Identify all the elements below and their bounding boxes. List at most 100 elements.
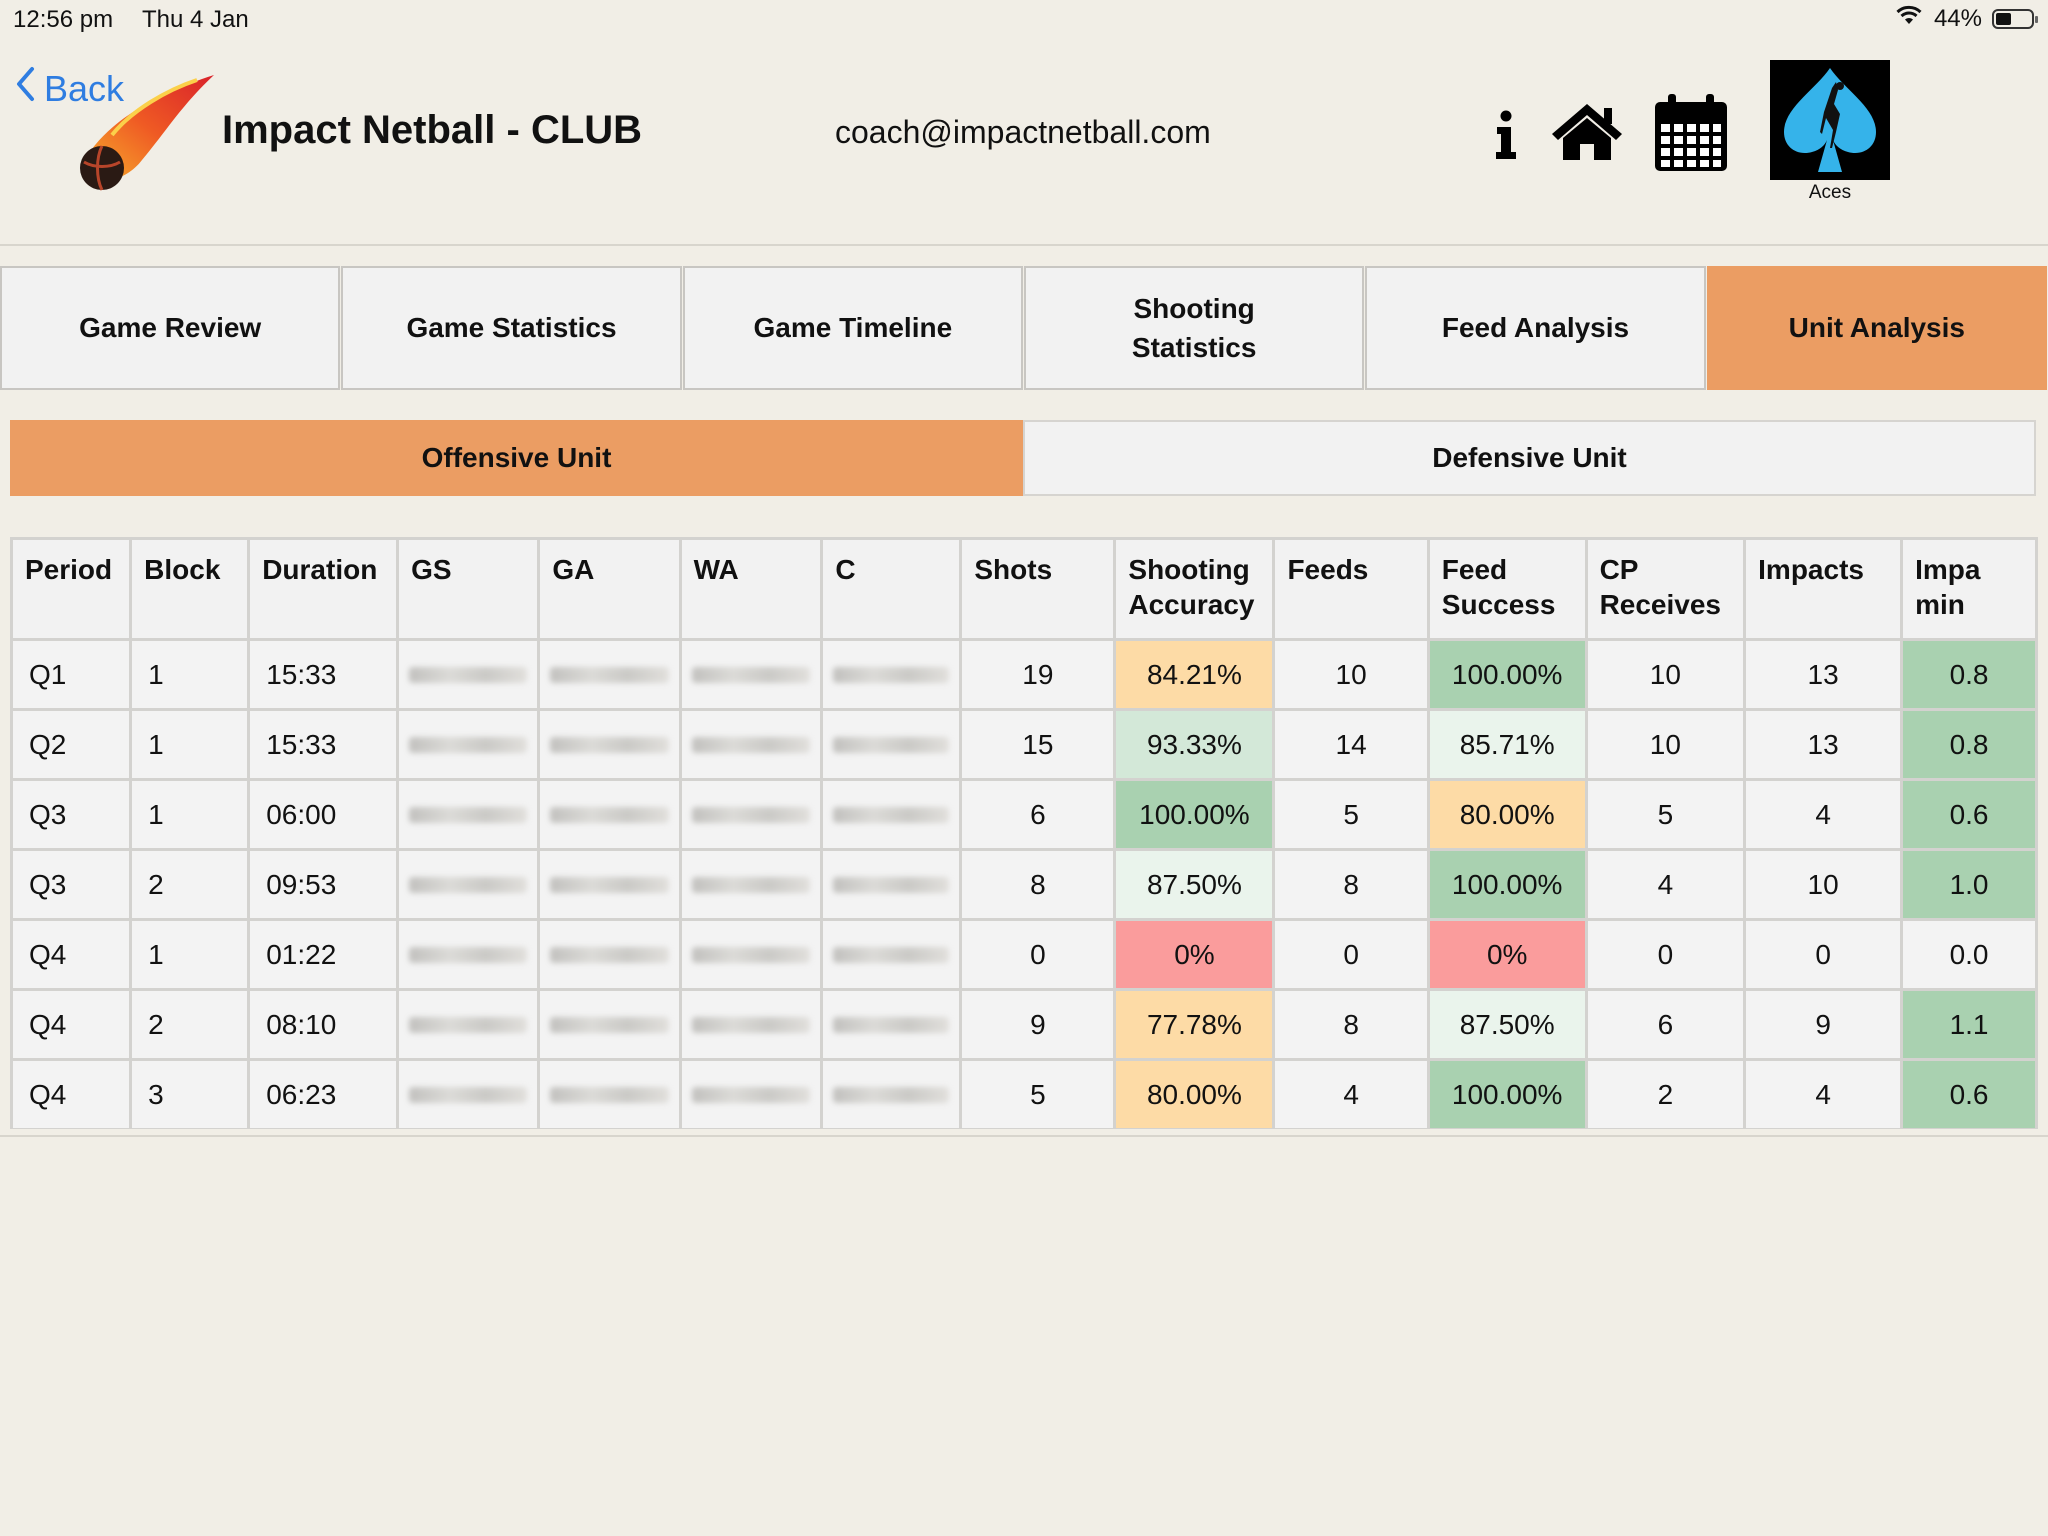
redacted-name [550,736,669,753]
col-duration-header[interactable]: Duration [247,537,400,641]
table-row[interactable]: Q3 1 06:00 6 100.00% 5 80.00% 5 4 0.6 [10,778,2038,851]
tab-label: Unit Analysis [1788,312,1965,344]
cell-feeds: 8 [1272,988,1430,1061]
main-tabs: Game Review Game Statistics Game Timelin… [0,266,2048,390]
table-body: Q1 1 15:33 19 84.21% 10 100.00% 10 13 0.8 Q2 1 15:33… [10,638,2038,1129]
cell-gs-player-redacted [396,708,541,781]
redacted-name [409,666,528,683]
col-gs-header[interactable]: GS [396,537,541,641]
cell-gs-player-redacted [396,778,541,851]
cell-feed-success: 80.00% [1426,778,1588,851]
cell-cp-receives: 2 [1584,1058,1747,1129]
redacted-name [833,1086,950,1103]
cell-feeds: 5 [1272,778,1430,851]
tab-unit-analysis[interactable]: Unit Analysis [1706,266,2047,390]
cell-period: Q1 [10,638,133,711]
tab-label: Feed Analysis [1441,312,1630,344]
defensive-unit-button[interactable]: Defensive Unit [1023,420,2036,496]
cell-feed-success: 100.00% [1426,638,1588,711]
col-wa-header[interactable]: WA [678,537,824,641]
cell-shooting-accuracy: 87.50% [1113,848,1276,921]
cell-shooting-accuracy: 84.21% [1113,638,1276,711]
col-shooting-accuracy-header[interactable]: Shooting Accuracy [1113,537,1276,641]
tab-shooting-statistics[interactable]: Shooting Statistics [1023,266,1365,390]
cell-cp-receives: 0 [1584,918,1747,991]
col-shots-header[interactable]: Shots [959,537,1117,641]
unit-analysis-table-container[interactable]: Period Block Duration GS GA WA C Shots Shooting … [10,537,2038,1129]
cell-duration: 01:22 [247,918,400,991]
unit-toggle: Offensive Unit Defensive Unit [10,420,2036,496]
table-row[interactable]: Q4 3 06:23 5 80.00% 4 100.00% 2 4 0.6 [10,1058,2038,1129]
col-impact-min-header[interactable]: Impa min [1900,537,2038,641]
redacted-name [550,806,669,823]
table-row[interactable]: Q4 2 08:10 9 77.78% 8 87.50% 6 9 1.1 [10,988,2038,1061]
cell-block: 1 [129,708,251,781]
redacted-name [691,1086,811,1103]
redacted-name [409,876,528,893]
col-c-header[interactable]: C [820,537,963,641]
table-row[interactable]: Q1 1 15:33 19 84.21% 10 100.00% 10 13 0.8 [10,638,2038,711]
cell-c-player-redacted [820,708,963,781]
cell-wa-player-redacted [678,638,824,711]
cell-impacts: 10 [1743,848,1904,921]
redacted-name [691,736,811,753]
app-logo [72,70,222,195]
tab-label: Game Statistics [406,312,617,344]
col-period-header[interactable]: Period [10,537,133,641]
cell-feed-success: 100.00% [1426,848,1588,921]
redacted-name [833,1016,950,1033]
calendar-icon[interactable] [1652,92,1730,179]
cell-c-player-redacted [820,988,963,1061]
redacted-name [691,806,811,823]
cell-cp-receives: 10 [1584,638,1747,711]
cell-c-player-redacted [820,1058,963,1129]
col-feeds-header[interactable]: Feeds [1272,537,1430,641]
cell-period: Q4 [10,1058,133,1129]
redacted-name [833,736,950,753]
table-row[interactable]: Q4 1 01:22 0 0% 0 0% 0 0 0.0 [10,918,2038,991]
col-feed-success-header[interactable]: Feed Success [1426,537,1588,641]
redacted-name [833,876,950,893]
cell-impacts: 9 [1743,988,1904,1061]
offensive-unit-button[interactable]: Offensive Unit [10,420,1023,496]
cell-shooting-accuracy: 77.78% [1113,988,1276,1061]
tab-label: Shooting Statistics [1131,292,1257,363]
redacted-name [691,946,811,963]
redacted-name [550,946,669,963]
cell-impact-min: 0.6 [1900,1058,2038,1129]
cell-cp-receives: 10 [1584,708,1747,781]
tab-game-review[interactable]: Game Review [0,266,341,390]
cell-block: 1 [129,638,251,711]
team-logo[interactable] [1770,60,1890,180]
cell-gs-player-redacted [396,1058,541,1129]
tab-game-statistics[interactable]: Game Statistics [341,266,682,390]
info-icon[interactable] [1494,110,1518,165]
header-divider [0,244,2048,246]
home-icon[interactable] [1550,100,1624,167]
redacted-name [550,666,669,683]
back-button[interactable]: Back [14,66,124,111]
cell-ga-player-redacted [537,708,682,781]
cell-shooting-accuracy: 100.00% [1113,778,1276,851]
cell-wa-player-redacted [678,918,824,991]
cell-feed-success: 85.71% [1426,708,1588,781]
col-cp-receives-header[interactable]: CP Receives [1584,537,1747,641]
cell-wa-player-redacted [678,988,824,1061]
table-row[interactable]: Q2 1 15:33 15 93.33% 14 85.71% 10 13 0.8 [10,708,2038,781]
cell-shots: 19 [959,638,1117,711]
cell-shots: 5 [959,1058,1117,1129]
tab-game-timeline[interactable]: Game Timeline [682,266,1023,390]
cell-ga-player-redacted [537,988,682,1061]
cell-wa-player-redacted [678,778,824,851]
table-row[interactable]: Q3 2 09:53 8 87.50% 8 100.00% 4 10 1.0 [10,848,2038,921]
cell-impact-min: 0.6 [1900,778,2038,851]
col-block-header[interactable]: Block [129,537,251,641]
redacted-name [833,666,950,683]
cell-shooting-accuracy: 80.00% [1113,1058,1276,1129]
col-impacts-header[interactable]: Impacts [1743,537,1904,641]
tab-feed-analysis[interactable]: Feed Analysis [1365,266,1706,390]
col-ga-header[interactable]: GA [537,537,682,641]
wifi-icon [1894,4,1924,33]
status-right: 44% [1894,4,2038,33]
cell-impacts: 4 [1743,778,1904,851]
